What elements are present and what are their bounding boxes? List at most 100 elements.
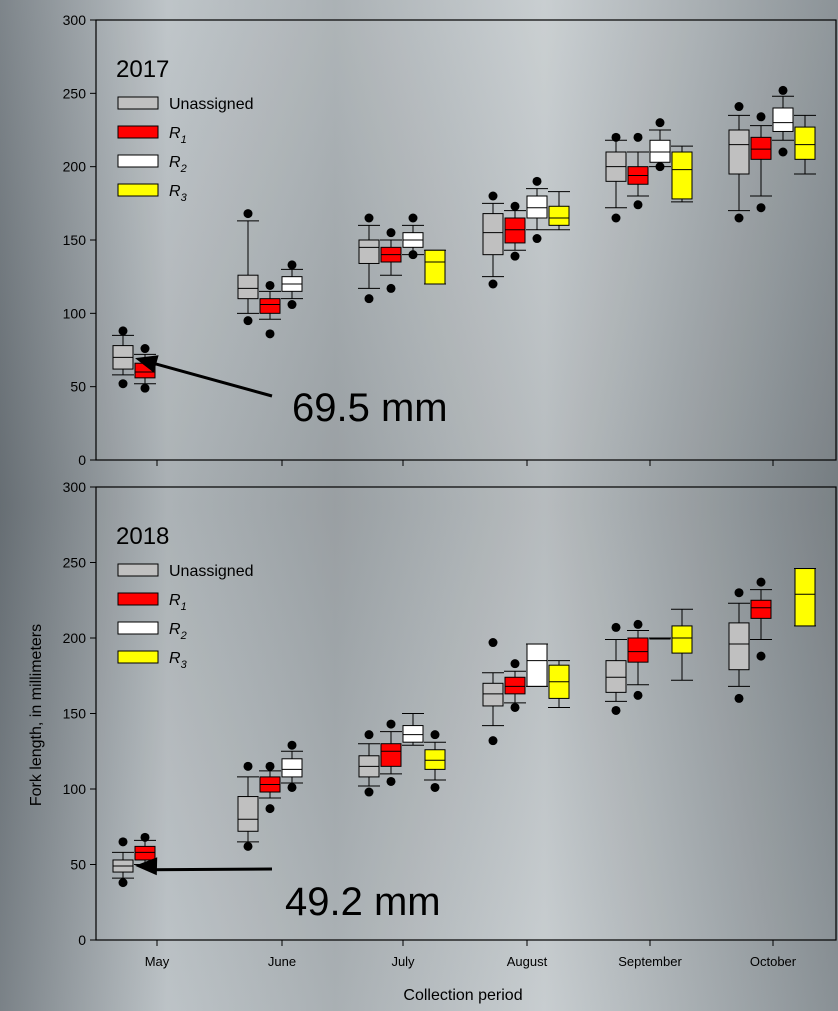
outlier-point — [611, 622, 621, 632]
box-unassigned-august — [482, 638, 504, 746]
panel-2018: 0 50 100 150 200 250 300 May June July August Septe… — [63, 479, 837, 969]
outlier-point — [734, 102, 744, 112]
y-tick-label: 150 — [63, 232, 87, 248]
outlier-point — [510, 251, 520, 261]
box-r2-september — [649, 118, 671, 172]
box-unassigned-september — [605, 132, 627, 223]
box-body — [358, 239, 380, 264]
outlier-point — [430, 730, 440, 740]
outlier-point — [611, 705, 621, 715]
outlier-point — [118, 878, 128, 888]
outlier-point — [510, 201, 520, 211]
box-r2-october — [772, 85, 794, 157]
box-body — [772, 107, 794, 132]
outlier-point — [488, 191, 498, 201]
outlier-point — [532, 234, 542, 244]
outlier-point — [655, 118, 665, 128]
box-r2-june — [281, 740, 303, 792]
outlier-point — [243, 841, 253, 851]
outlier-point — [488, 736, 498, 746]
box-body — [134, 845, 156, 861]
box-r3-september — [671, 608, 693, 681]
outlier-point — [364, 294, 374, 304]
box-r3-october — [794, 568, 816, 627]
outlier-point — [265, 280, 275, 290]
outlier-point — [386, 283, 396, 293]
annotation-arrow-head — [135, 355, 159, 373]
outlier-point — [243, 209, 253, 219]
outlier-point — [118, 837, 128, 847]
box-unassigned-july — [358, 213, 380, 304]
box-body — [380, 743, 402, 767]
outlier-point — [287, 782, 297, 792]
box-r2-september — [649, 637, 671, 640]
outlier-point — [287, 260, 297, 270]
plot-frame — [95, 486, 837, 941]
panel-title: 2017 — [116, 56, 169, 83]
box-unassigned-october — [728, 588, 750, 703]
box-body — [627, 637, 649, 663]
outlier-point — [633, 619, 643, 629]
y-tick-label: 300 — [63, 12, 87, 28]
y-tick-label: 100 — [63, 305, 87, 321]
box-body — [794, 126, 816, 160]
outlier-point — [287, 740, 297, 750]
y-tick-label: 250 — [63, 85, 87, 101]
box-body — [728, 622, 750, 671]
outlier-point — [386, 228, 396, 238]
outlier-point — [243, 761, 253, 771]
x-axis-label: Collection period — [403, 987, 522, 1004]
outlier-point — [655, 162, 665, 172]
box-unassigned-june — [237, 209, 259, 326]
box-r1-june — [259, 280, 281, 339]
x-tick-label-august: August — [507, 954, 548, 969]
outlier-point — [140, 383, 150, 393]
legend-swatch-r1 — [117, 125, 159, 139]
box-r3-july — [424, 249, 446, 285]
x-tick-label-may: May — [145, 954, 170, 969]
y-tick-label: 250 — [63, 555, 87, 571]
y-tick-label: 0 — [78, 932, 86, 948]
box-body — [750, 599, 772, 619]
legend-subscript: 2 — [180, 630, 187, 642]
box-r1-june — [259, 761, 281, 814]
box-r2-august — [526, 643, 548, 687]
outlier-point — [364, 730, 374, 740]
outlier-point — [734, 588, 744, 598]
box-r2-july — [402, 713, 424, 746]
box-body — [237, 796, 259, 832]
x-tick-label-october: October — [750, 954, 797, 969]
outlier-point — [265, 804, 275, 814]
box-r1-july — [380, 719, 402, 786]
box-unassigned-may — [112, 326, 134, 389]
outlier-point — [287, 300, 297, 310]
outlier-point — [778, 147, 788, 157]
legend-subscript: 1 — [181, 601, 187, 613]
outlier-point — [756, 651, 766, 661]
y-tick-label: 50 — [70, 857, 86, 873]
legend-swatch-r2 — [117, 621, 159, 635]
y-axis-label: Fork length, in millimeters — [28, 624, 45, 806]
y-tick-label: 300 — [63, 479, 87, 495]
box-r1-july — [380, 228, 402, 293]
box-r3-october — [794, 114, 816, 175]
legend-label-unassigned: Unassigned — [169, 96, 254, 113]
box-unassigned-september — [605, 622, 627, 715]
x-tick-label-july: July — [391, 954, 415, 969]
box-body — [424, 249, 446, 285]
annotation-label: 69.5 mm — [292, 386, 448, 430]
x-tick-label-september: September — [618, 954, 682, 969]
legend-subscript: 1 — [181, 134, 187, 146]
legend-label-unassigned: Unassigned — [169, 563, 254, 580]
box-body — [482, 213, 504, 256]
legend-swatch-r3 — [117, 183, 159, 197]
box-body — [728, 129, 750, 175]
box-r2-june — [281, 260, 303, 310]
panel-2017: 0501001502002503002017UnassignedR1R2R369… — [63, 12, 837, 468]
box-r3-september — [671, 145, 693, 203]
box-body — [671, 625, 693, 654]
box-body — [259, 298, 281, 314]
annotation-arrow-head — [135, 857, 158, 876]
box-r2-august — [526, 176, 548, 244]
